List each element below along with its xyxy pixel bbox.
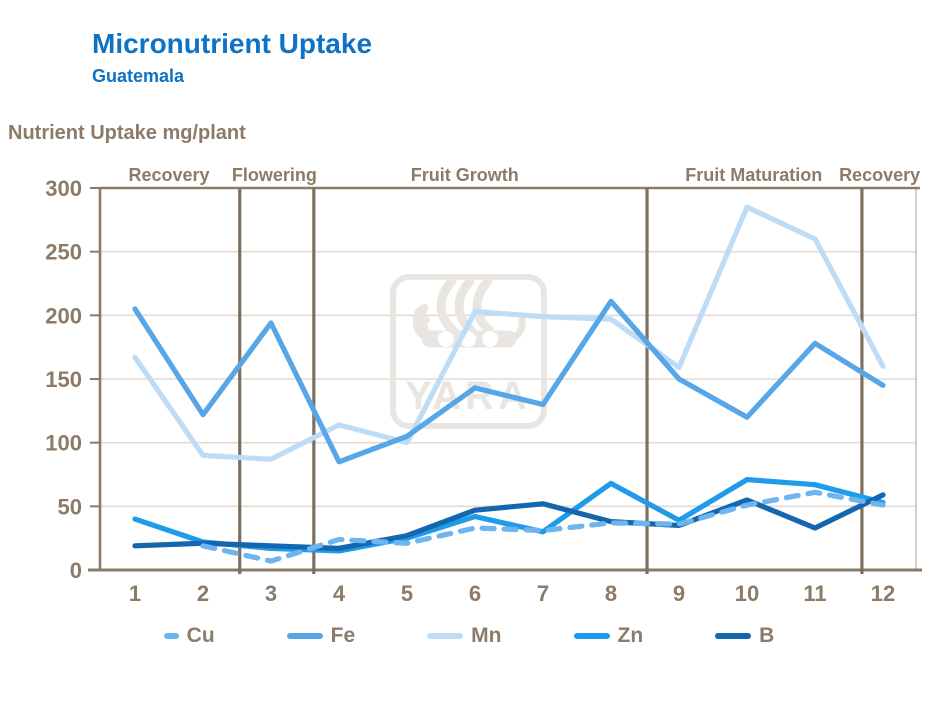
legend-label-zn: Zn <box>617 624 644 647</box>
x-tick-label: 11 <box>803 581 826 606</box>
legend-item-fe: Fe <box>286 624 356 648</box>
x-tick-label: 1 <box>129 581 141 606</box>
legend-item-mn: Mn <box>427 624 502 648</box>
legend-item-cu: Cu <box>163 624 215 648</box>
x-tick-label: 2 <box>197 581 209 606</box>
series-line-mn <box>132 204 886 462</box>
y-tick-label: 100 <box>45 431 82 456</box>
legend-label-cu: Cu <box>186 624 215 647</box>
series-line-zn <box>132 476 886 554</box>
legend-swatch-fe <box>286 633 323 639</box>
y-tick-label: 300 <box>45 176 82 201</box>
growth-phases: Recovery Flowering Fruit Growth Fruit Matur… <box>128 165 920 574</box>
y-tick-label: 50 <box>58 494 82 519</box>
legend-swatch-b <box>715 633 752 639</box>
y-tick-label: 200 <box>45 303 82 328</box>
legend-swatch-zn <box>573 633 610 639</box>
x-tick-label: 5 <box>401 581 413 606</box>
y-axis-ticks: 0 50 100 150 200 250 300 <box>45 176 100 583</box>
phase-label: Recovery <box>128 165 209 185</box>
series-line-b <box>132 492 886 551</box>
series-line-cu <box>200 489 886 564</box>
x-tick-label: 7 <box>537 581 549 606</box>
x-tick-label: 3 <box>265 581 277 606</box>
chart-legend: Cu Fe Mn Zn B <box>0 624 938 648</box>
series-line-fe <box>132 298 886 465</box>
phase-label: Fruit Growth <box>411 165 519 185</box>
legend-item-zn: Zn <box>573 624 644 648</box>
page-title: Micronutrient Uptake <box>92 28 373 59</box>
legend-label-b: B <box>759 624 775 647</box>
y-tick-label: 150 <box>45 367 82 392</box>
y-axis-heading: Nutrient Uptake mg/plant <box>8 122 246 144</box>
x-tick-label: 9 <box>673 581 685 606</box>
x-tick-label: 12 <box>871 581 895 606</box>
phase-label: Flowering <box>232 165 317 185</box>
y-tick-label: 250 <box>45 240 82 265</box>
page-subtitle: Guatemala <box>92 66 185 86</box>
y-tick-label: 0 <box>70 558 82 583</box>
phase-label: Recovery <box>839 165 920 185</box>
phase-label: Fruit Maturation <box>685 165 822 185</box>
x-tick-label: 8 <box>605 581 617 606</box>
x-axis-labels: 1 2 3 4 5 6 7 8 9 10 11 12 <box>129 581 895 606</box>
legend-label-mn: Mn <box>471 624 502 647</box>
legend-label-fe: Fe <box>330 624 356 647</box>
x-tick-label: 10 <box>735 581 759 606</box>
data-series <box>132 204 886 564</box>
x-tick-label: 4 <box>333 581 346 606</box>
legend-item-b: B <box>715 624 774 648</box>
yara-watermark: YARA <box>390 274 547 429</box>
legend-swatch-cu <box>163 633 179 639</box>
legend-swatch-mn <box>427 633 464 639</box>
x-tick-label: 6 <box>469 581 481 606</box>
